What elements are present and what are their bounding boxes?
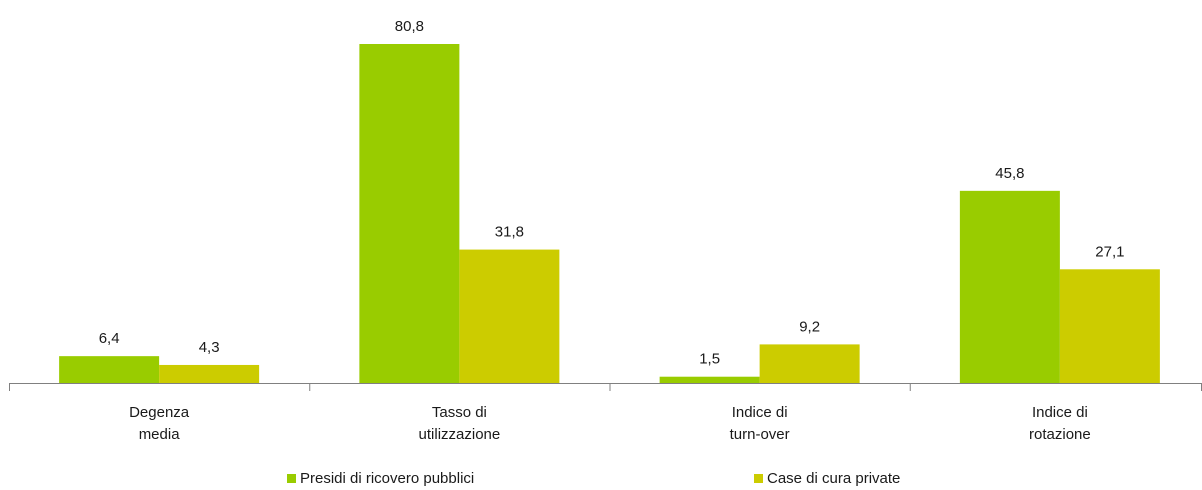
- legend: Presidi di ricovero pubblici Case di cur…: [0, 470, 1202, 490]
- data-label-1-4: 45,8: [995, 165, 1024, 182]
- legend-label-series-1: Presidi di ricovero pubblici: [300, 470, 475, 487]
- category-label-4-line-1: Indice di: [1032, 404, 1088, 421]
- category-label-3-line-1: Indice di: [732, 404, 788, 421]
- bar-2-4: [1059, 269, 1160, 383]
- category-label-2-line-2: utilizzazione: [419, 426, 501, 443]
- bar-chart: 6,4 4,3 Degenza media 80,8 31,8 Tasso di utiliz…: [9, 18, 1202, 443]
- legend-label-series-2: Case di cura private: [767, 470, 901, 487]
- data-label-1-1: 6,4: [99, 330, 120, 347]
- bar-1-2: [359, 44, 460, 383]
- bar-1-3: [659, 376, 760, 383]
- category-label-4-line-2: rotazione: [1029, 426, 1091, 443]
- bar-2-1: [159, 364, 260, 383]
- bar-2-2: [459, 249, 560, 383]
- data-label-1-2: 80,8: [395, 18, 424, 35]
- bar-2-3: [759, 344, 860, 383]
- data-label-2-2: 31,8: [495, 224, 524, 241]
- legend-swatch-series-2: [754, 474, 763, 483]
- bar-1-4: [959, 190, 1060, 383]
- data-label-2-4: 27,1: [1095, 243, 1124, 260]
- data-label-2-3: 9,2: [799, 318, 820, 335]
- category-label-1-line-2: media: [139, 426, 181, 443]
- category-label-2-line-1: Tasso di: [432, 404, 487, 421]
- legend-swatch-series-1: [287, 474, 296, 483]
- data-label-2-1: 4,3: [199, 339, 220, 356]
- legend-item-series-1: Presidi di ricovero pubblici: [287, 470, 474, 487]
- category-label-3-line-2: turn-over: [730, 426, 790, 443]
- category-label-1-line-1: Degenza: [129, 404, 190, 421]
- data-label-1-3: 1,5: [699, 351, 720, 368]
- legend-item-series-2: Case di cura private: [754, 470, 900, 487]
- bar-1-1: [59, 356, 160, 383]
